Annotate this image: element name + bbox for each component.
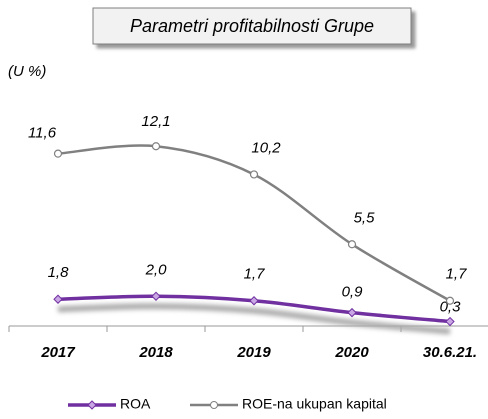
data-label: 2,0 <box>145 261 168 278</box>
x-tick-label: 2018 <box>138 344 173 361</box>
marker <box>347 240 357 249</box>
marker <box>249 170 259 179</box>
marker <box>53 294 63 304</box>
x-tick-label: 30.6.21. <box>423 344 477 361</box>
marker <box>445 296 455 305</box>
line-shadow <box>57 303 451 335</box>
title-box <box>92 7 412 45</box>
marker <box>53 149 63 158</box>
data-label: 0,3 <box>440 299 462 316</box>
marker <box>249 296 259 306</box>
legend-label: ROA <box>120 396 151 412</box>
data-label: 12,1 <box>141 113 170 130</box>
data-label: 11,6 <box>28 125 57 142</box>
chart-title: Parametri profitabilnosti Grupe <box>130 16 374 36</box>
marker <box>347 307 357 318</box>
marker <box>445 316 455 327</box>
marker <box>151 142 161 151</box>
data-label: 1,7 <box>446 266 468 283</box>
legend-marker <box>87 400 97 410</box>
legend-marker <box>210 401 218 409</box>
data-label: 10,2 <box>251 139 281 156</box>
subtitle: (U %) <box>8 63 46 80</box>
data-label: 1,7 <box>244 266 266 283</box>
x-tick-label: 2019 <box>236 344 271 361</box>
x-tick-label: 2020 <box>334 344 369 361</box>
data-label: 1,8 <box>48 264 70 281</box>
data-label: 5,5 <box>354 209 376 226</box>
marker <box>151 291 161 301</box>
x-tick-label: 2017 <box>40 344 75 361</box>
legend-label: ROE-na ukupan kapital <box>242 396 387 412</box>
data-label: 0,9 <box>342 284 364 301</box>
